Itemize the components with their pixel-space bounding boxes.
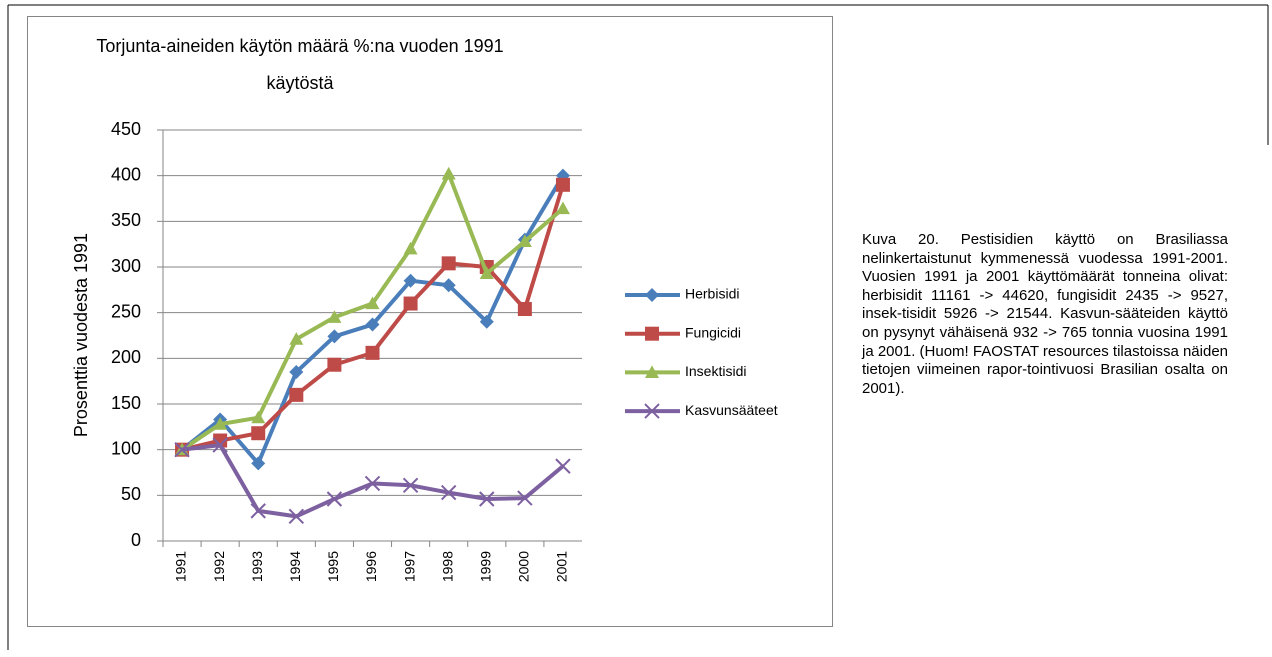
- x-tick-label: 1993: [249, 551, 265, 582]
- marker: [479, 266, 494, 279]
- y-tick-label: 50: [121, 484, 141, 504]
- marker: [213, 417, 228, 430]
- marker: [479, 491, 495, 507]
- marker: [365, 345, 380, 360]
- marker: [441, 256, 456, 271]
- legend-label: Insektisidi: [685, 363, 746, 379]
- y-tick-label: 100: [111, 438, 141, 458]
- legend-label: Herbisidi: [685, 286, 739, 302]
- marker: [403, 296, 418, 311]
- marker: [479, 314, 494, 329]
- marker: [251, 456, 266, 471]
- y-tick-label: 300: [111, 256, 141, 276]
- marker: [251, 410, 266, 424]
- marker: [174, 441, 190, 458]
- y-tick-label: 150: [111, 393, 141, 413]
- marker: [402, 477, 419, 493]
- marker: [289, 365, 304, 380]
- marker: [289, 387, 304, 402]
- marker: [289, 332, 304, 345]
- x-tick-label: 1996: [363, 551, 379, 582]
- marker: [403, 241, 418, 255]
- x-tick-label: 1991: [173, 551, 189, 582]
- marker: [440, 484, 457, 501]
- caption: Kuva 20. Pestisidien käyttö on Brasilias…: [862, 231, 1228, 397]
- marker: [365, 317, 380, 332]
- marker: [212, 437, 228, 453]
- marker: [441, 278, 456, 293]
- y-tick-label: 250: [111, 301, 141, 321]
- marker: [517, 302, 532, 317]
- marker: [645, 365, 659, 378]
- x-tick-label: 1998: [439, 551, 455, 582]
- marker: [441, 166, 456, 180]
- marker: [517, 490, 533, 506]
- y-tick-label: 400: [111, 164, 141, 184]
- legend-label: Fungicidi: [685, 324, 741, 340]
- marker: [555, 201, 570, 215]
- marker: [288, 508, 305, 525]
- x-tick-label: 1995: [325, 551, 341, 582]
- x-tick-label: 1997: [401, 551, 417, 582]
- y-tick-label: 450: [111, 119, 141, 139]
- marker: [365, 296, 380, 310]
- marker: [327, 310, 342, 323]
- marker: [644, 403, 660, 419]
- y-tick-label: 350: [111, 210, 141, 230]
- chart-title: Torjunta-aineiden käytön määrä %:na vuod…: [96, 36, 504, 93]
- legend-label: Kasvunsääteet: [685, 402, 778, 418]
- marker: [251, 426, 266, 441]
- marker: [555, 458, 571, 474]
- marker: [403, 273, 418, 288]
- x-tick-label: 1994: [287, 551, 303, 582]
- y-axis-label: Prosenttia vuodesta 1991: [71, 233, 91, 437]
- x-tick-label: 1992: [211, 551, 227, 582]
- marker: [326, 491, 343, 507]
- marker: [327, 357, 342, 372]
- marker: [645, 288, 659, 302]
- marker: [250, 503, 266, 519]
- x-tick-label: 1999: [477, 551, 493, 582]
- y-tick-label: 0: [131, 530, 141, 550]
- chart-frame: [27, 16, 833, 627]
- marker: [517, 234, 532, 248]
- marker: [555, 177, 570, 192]
- marker: [645, 326, 659, 341]
- x-tick-label: 2001: [554, 551, 570, 582]
- marker: [364, 475, 381, 492]
- marker: [327, 329, 342, 344]
- x-tick-label: 2000: [516, 551, 532, 582]
- y-tick-label: 200: [111, 347, 141, 367]
